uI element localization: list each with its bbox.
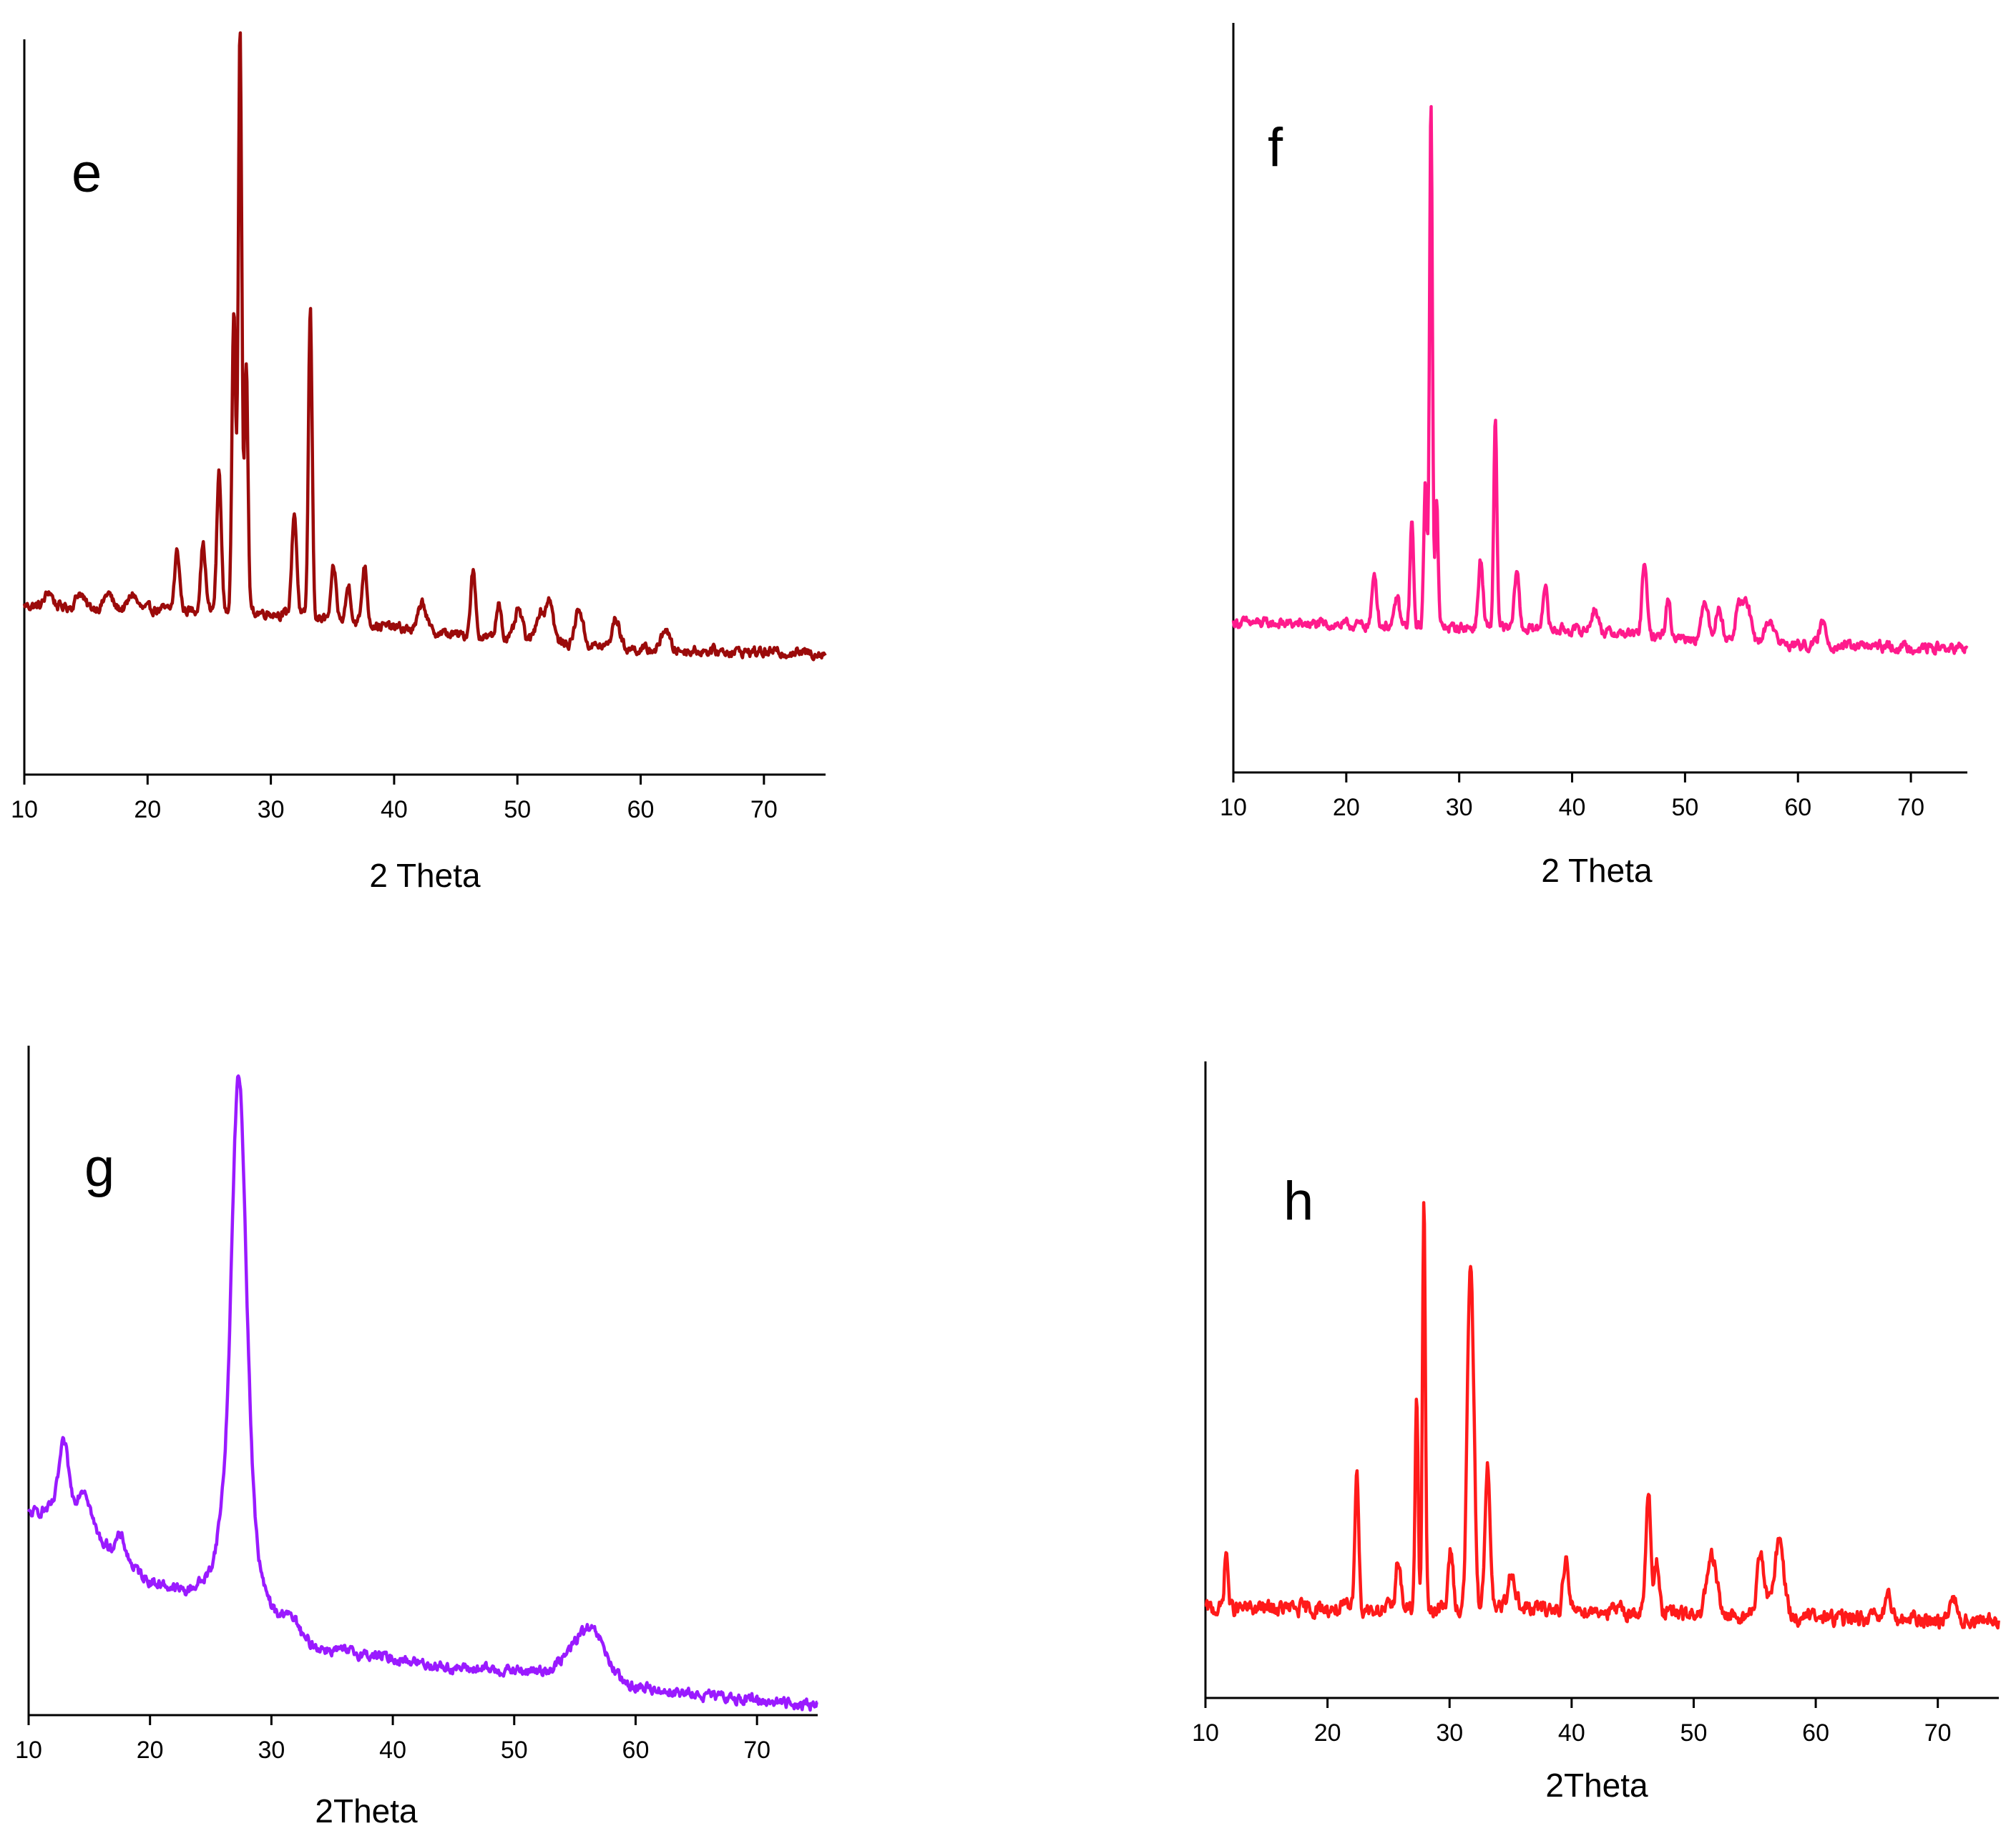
x-tick-label: 50 xyxy=(1680,1719,1708,1747)
panel-label-e: e xyxy=(72,143,102,204)
x-axis-title: 2 Theta xyxy=(369,857,481,894)
x-tick-label: 40 xyxy=(381,796,408,823)
series-line-e xyxy=(22,31,827,662)
x-tick-label: 30 xyxy=(1436,1719,1463,1747)
x-tick-label: 20 xyxy=(134,796,161,823)
x-axis-ticks: 10 20 30 40 50 60 70 xyxy=(15,1715,770,1764)
x-tick-label: 50 xyxy=(1671,794,1698,821)
panel-label-f: f xyxy=(1268,117,1283,178)
series-line-g xyxy=(26,1074,818,1712)
x-tick-label: 60 xyxy=(627,796,655,823)
x-tick-label: 40 xyxy=(379,1737,406,1764)
x-tick-label: 20 xyxy=(137,1737,164,1764)
x-tick-label: 70 xyxy=(1924,1719,1952,1747)
x-axis-ticks: 10 20 30 40 50 60 70 xyxy=(1220,772,1924,821)
x-tick-label: 40 xyxy=(1558,1719,1585,1747)
x-tick-label: 60 xyxy=(622,1737,650,1764)
x-tick-label: 20 xyxy=(1333,794,1360,821)
x-tick-label: 50 xyxy=(504,796,531,823)
x-axis-title: 2Theta xyxy=(1545,1767,1648,1804)
x-tick-label: 30 xyxy=(1446,794,1473,821)
x-tick-label: 70 xyxy=(743,1737,770,1764)
panel-label-g: g xyxy=(84,1137,114,1198)
chart-panel-g: 10 20 30 40 50 60 70 g 2Theta xyxy=(15,1046,818,1830)
x-tick-label: 50 xyxy=(501,1737,528,1764)
series-line-h xyxy=(1204,1201,2000,1630)
x-tick-label: 70 xyxy=(1897,794,1924,821)
x-tick-label: 70 xyxy=(750,796,778,823)
x-tick-label: 10 xyxy=(1220,794,1247,821)
chart-panel-f: 10 20 30 40 50 60 70 f 2 Theta xyxy=(1220,23,1969,889)
x-axis-title: 2 Theta xyxy=(1541,852,1653,889)
x-axis-ticks: 10 20 30 40 50 60 70 xyxy=(1192,1698,1952,1747)
x-tick-label: 10 xyxy=(15,1737,42,1764)
x-tick-label: 10 xyxy=(1192,1719,1219,1747)
chart-panel-e: 10 20 30 40 50 60 70 e 2 Theta xyxy=(11,31,827,894)
x-axis-ticks: 10 20 30 40 50 60 70 xyxy=(11,775,778,823)
x-tick-label: 60 xyxy=(1784,794,1811,821)
chart-panel-h: 10 20 30 40 50 60 70 h 2Theta xyxy=(1192,1061,2000,1804)
x-axis-title: 2Theta xyxy=(315,1792,418,1830)
series-line-f xyxy=(1231,104,1969,656)
x-tick-label: 20 xyxy=(1314,1719,1341,1747)
x-tick-label: 30 xyxy=(258,1737,285,1764)
x-tick-label: 40 xyxy=(1559,794,1586,821)
panel-label-h: h xyxy=(1283,1171,1313,1232)
x-tick-label: 10 xyxy=(11,796,38,823)
x-tick-label: 30 xyxy=(258,796,285,823)
x-tick-label: 60 xyxy=(1802,1719,1829,1747)
